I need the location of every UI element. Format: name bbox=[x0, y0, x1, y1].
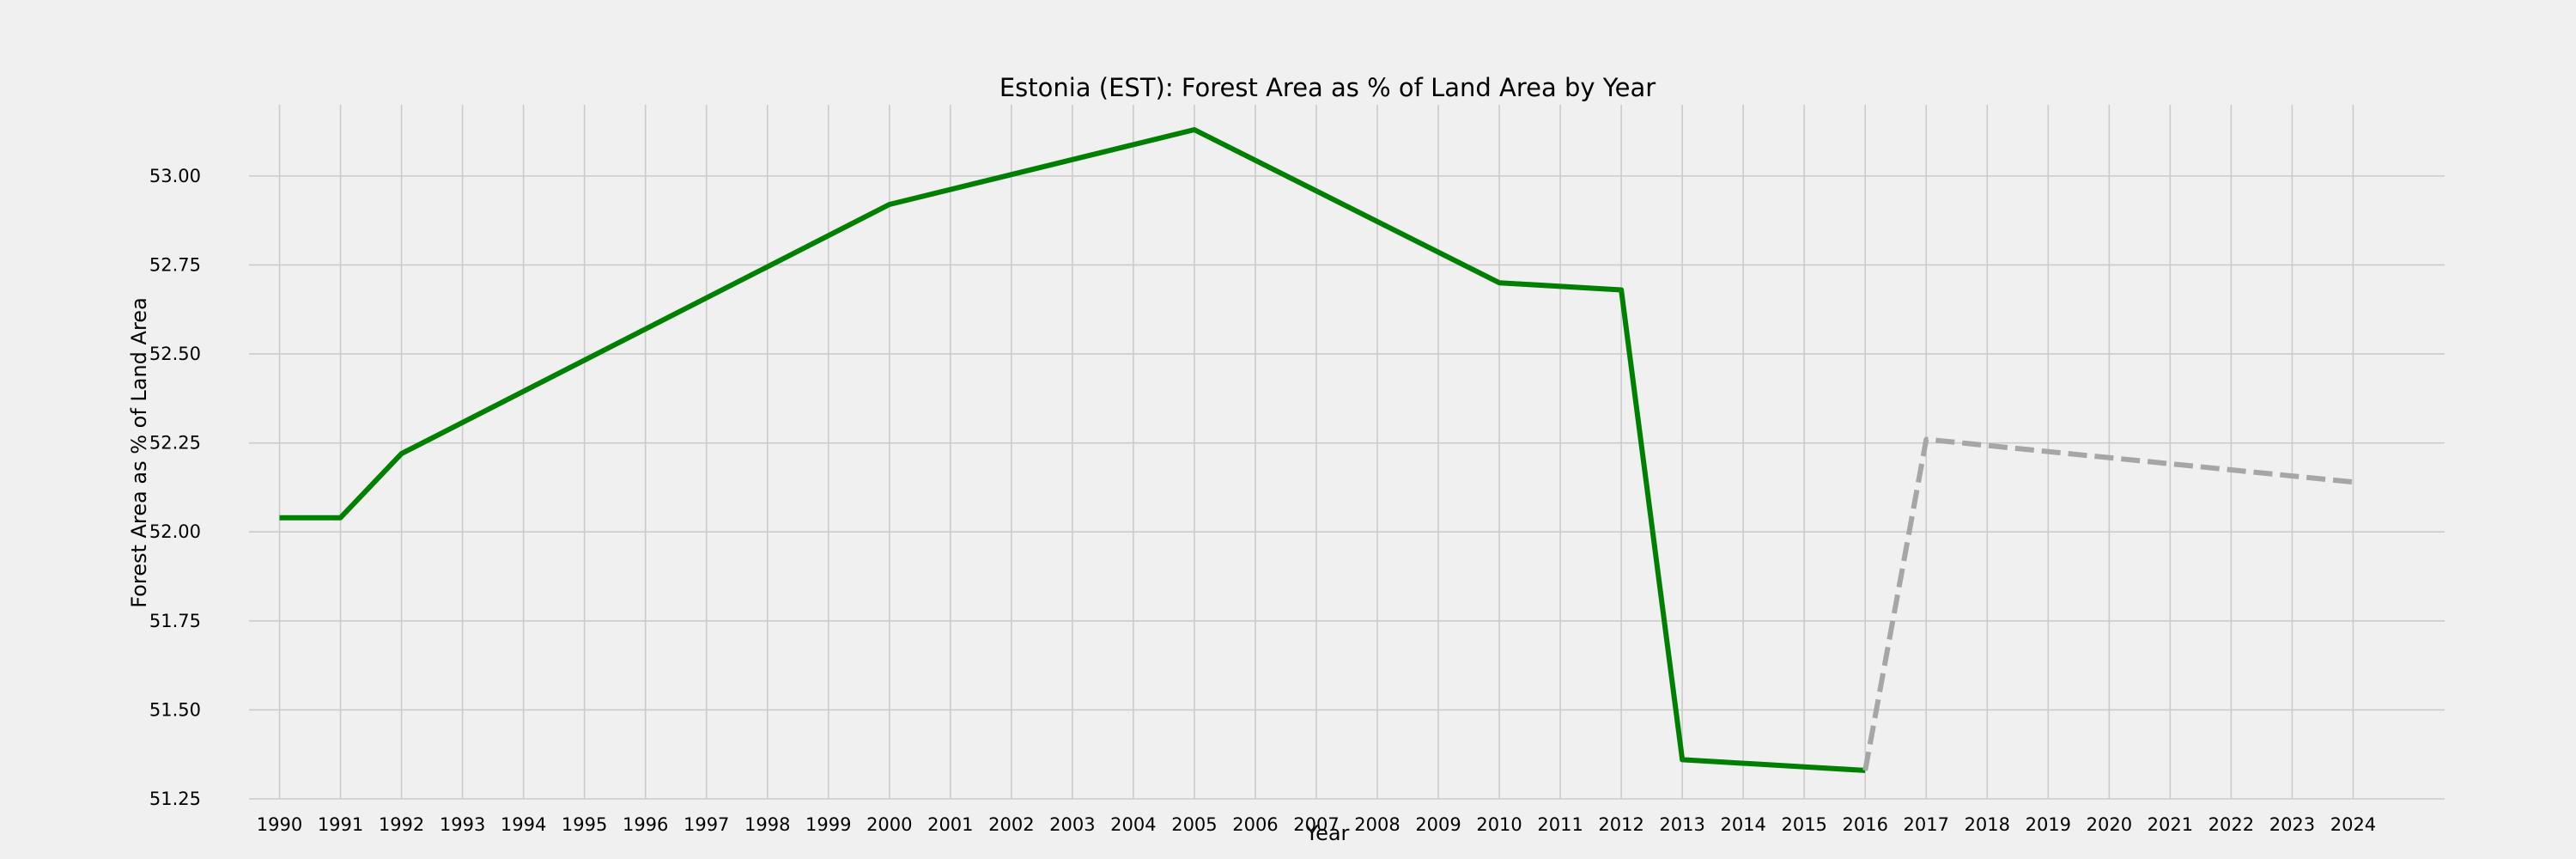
y-tick-label: 52.00 bbox=[149, 521, 201, 542]
x-tick-label: 2008 bbox=[1354, 814, 1400, 835]
x-tick-label: 1997 bbox=[683, 814, 729, 835]
x-tick-label: 2020 bbox=[2087, 814, 2132, 835]
x-tick-label: 2024 bbox=[2330, 814, 2376, 835]
x-tick-label: 2002 bbox=[988, 814, 1034, 835]
x-tick-label: 2014 bbox=[1720, 814, 1765, 835]
x-tick-label: 2022 bbox=[2208, 814, 2254, 835]
y-tick-label: 52.25 bbox=[149, 433, 201, 454]
y-axis-label: Forest Area as % of Land Area bbox=[127, 297, 151, 608]
x-tick-label: 1999 bbox=[805, 814, 851, 835]
x-tick-label: 2007 bbox=[1293, 814, 1339, 835]
x-tick-label: 2021 bbox=[2148, 814, 2193, 835]
x-tick-label: 2019 bbox=[2026, 814, 2071, 835]
y-tick-label: 53.00 bbox=[149, 166, 201, 186]
x-tick-label: 1990 bbox=[257, 814, 302, 835]
x-tick-label: 2001 bbox=[927, 814, 973, 835]
y-tick-label: 51.50 bbox=[149, 699, 201, 720]
x-axis-label: Year bbox=[1305, 821, 1350, 845]
x-tick-label: 1991 bbox=[318, 814, 363, 835]
x-tick-label: 2003 bbox=[1049, 814, 1095, 835]
actual-series-line bbox=[279, 127, 1866, 773]
series bbox=[279, 127, 2354, 773]
x-tick-label: 1993 bbox=[440, 814, 485, 835]
y-tick-label: 52.75 bbox=[149, 254, 201, 275]
x-tick-label: 2004 bbox=[1110, 814, 1156, 835]
x-tick-label: 2000 bbox=[866, 814, 912, 835]
x-tick-label: 2012 bbox=[1598, 814, 1643, 835]
y-tick-label: 51.75 bbox=[149, 611, 201, 631]
y-tick-label: 52.50 bbox=[149, 344, 201, 364]
x-tick-label: 2023 bbox=[2269, 814, 2315, 835]
x-tick-label: 2015 bbox=[1781, 814, 1826, 835]
x-tick-label: 2009 bbox=[1415, 814, 1461, 835]
x-tick-label: 2010 bbox=[1476, 814, 1522, 835]
x-tick-label: 2018 bbox=[1965, 814, 2010, 835]
y-tick-label: 51.25 bbox=[149, 789, 201, 809]
x-tick-label: 2016 bbox=[1843, 814, 1888, 835]
x-tick-label: 1992 bbox=[379, 814, 424, 835]
x-tick-label: 2017 bbox=[1904, 814, 1949, 835]
x-tick-label: 2011 bbox=[1537, 814, 1583, 835]
projected-series-line bbox=[1862, 436, 2354, 771]
x-tick-label: 2005 bbox=[1171, 814, 1217, 835]
x-tick-label: 2013 bbox=[1659, 814, 1704, 835]
x-tick-label: 1994 bbox=[501, 814, 546, 835]
tick-labels: 1990 1991 1992 1993 1994 1995 1996 1997 1998 1999… bbox=[149, 166, 2376, 835]
x-tick-label: 1996 bbox=[623, 814, 668, 835]
grid bbox=[249, 105, 2445, 800]
chart-title: Estonia (EST): Forest Area as % of Land … bbox=[999, 73, 1656, 102]
x-tick-label: 1998 bbox=[744, 814, 790, 835]
x-tick-label: 1995 bbox=[562, 814, 607, 835]
x-tick-label: 2006 bbox=[1232, 814, 1278, 835]
